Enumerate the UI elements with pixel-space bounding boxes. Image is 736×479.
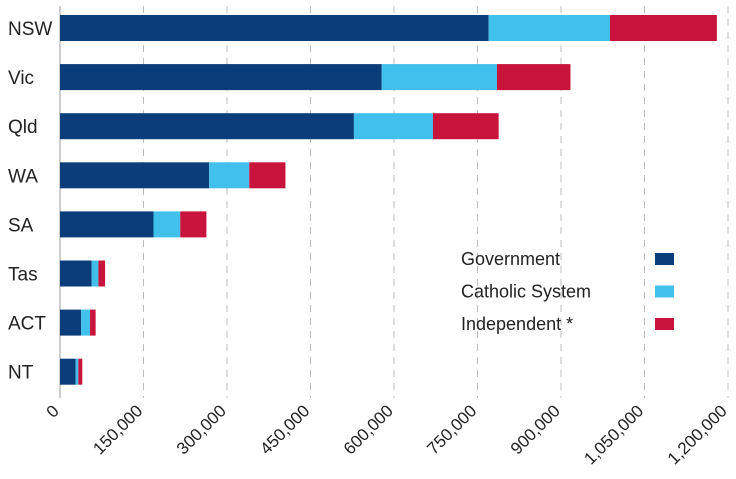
legend-swatch [655, 318, 674, 330]
bar-segment [60, 358, 76, 385]
category-label: ACT [8, 314, 46, 335]
bar-segment [81, 309, 91, 336]
bar-segment [90, 309, 96, 336]
bar-segment [209, 162, 250, 189]
category-label: Vic [8, 68, 34, 89]
x-tick-label: 450,000 [256, 401, 313, 458]
x-tick-label: 1,050,000 [580, 401, 647, 468]
bar-segment [60, 113, 354, 140]
legend-label: Independent * [461, 314, 573, 334]
x-tick-labels: 0 150,000 300,000 450,000 600,000 750,000 900,… [43, 401, 731, 468]
x-tick-label: 600,000 [340, 401, 397, 458]
bar-segment [153, 211, 181, 238]
bar-segment [609, 15, 717, 41]
bar-segment [60, 260, 92, 287]
x-tick-label: 300,000 [173, 401, 230, 458]
x-tick-label: 150,000 [89, 401, 146, 458]
x-tick-label: 900,000 [507, 401, 564, 458]
x-tick-label: 0 [43, 401, 63, 421]
bar-segment [98, 260, 106, 287]
bar-segment [60, 162, 210, 189]
bar-segment [91, 260, 99, 287]
x-tick-label: 1,200,000 [664, 401, 731, 468]
bar-segment [75, 358, 79, 385]
bars [60, 15, 717, 385]
legend-swatch [655, 285, 674, 298]
bar-segment [353, 113, 433, 140]
category-labels: NSW Vic Qld WA SA Tas ACT NT [8, 19, 52, 384]
bar-segment [432, 113, 499, 140]
bar-segment [496, 64, 571, 91]
category-label: NT [8, 363, 34, 384]
category-label: WA [8, 166, 38, 187]
x-tick-label: 750,000 [423, 401, 480, 458]
legend-swatch [655, 253, 674, 265]
legend: Government Catholic System Independent * [461, 249, 674, 334]
category-label: Tas [8, 265, 38, 286]
legend-label: Government [461, 249, 560, 269]
category-label: SA [8, 215, 34, 236]
bar-segment [60, 64, 382, 91]
category-label: NSW [8, 19, 52, 40]
bar-segment [381, 64, 497, 91]
bar-segment [78, 358, 83, 385]
bar-segment [488, 15, 610, 41]
bar-segment [180, 211, 207, 238]
bar-segment [249, 162, 286, 189]
bar-segment [60, 15, 489, 41]
bar-segment [60, 211, 154, 238]
bar-segment [60, 309, 82, 336]
legend-label: Catholic System [461, 282, 591, 302]
category-label: Qld [8, 117, 38, 138]
